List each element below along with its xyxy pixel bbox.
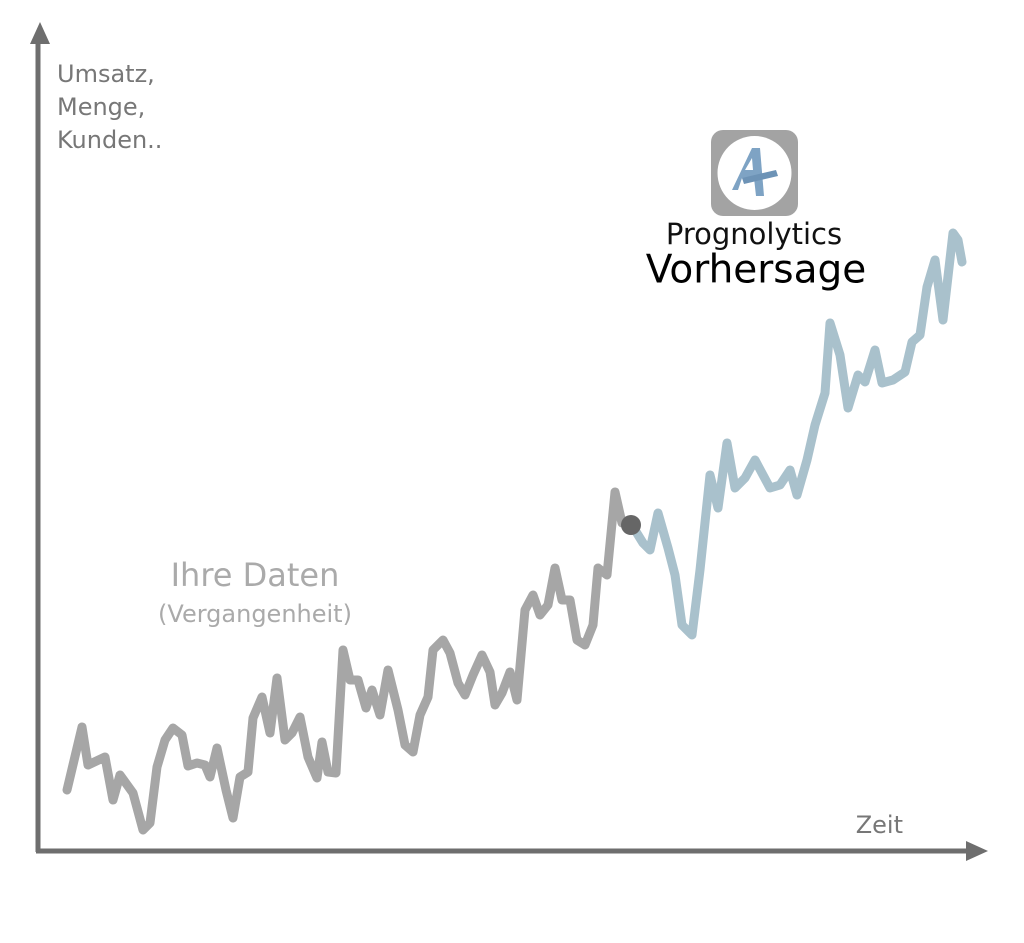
logo-letter <box>732 148 764 196</box>
y-axis-arrow <box>30 22 50 44</box>
y-label: Umsatz, <box>57 60 155 88</box>
x-label: Zeit <box>856 811 903 839</box>
brand: Prognolytics <box>666 217 842 251</box>
y-label: Menge, <box>57 93 145 121</box>
logo <box>711 130 798 216</box>
forecast-title: Vorhersage <box>646 248 867 293</box>
history-subtitle: (Vergangenheit) <box>158 600 352 628</box>
data-line <box>62 487 627 835</box>
history-title: Ihre Daten <box>171 556 340 594</box>
y-label: Kunden.. <box>57 126 162 154</box>
logo-stroke <box>742 170 778 184</box>
x-axis-arrow <box>966 841 988 861</box>
transition-point <box>621 515 641 535</box>
data-line <box>630 228 967 640</box>
